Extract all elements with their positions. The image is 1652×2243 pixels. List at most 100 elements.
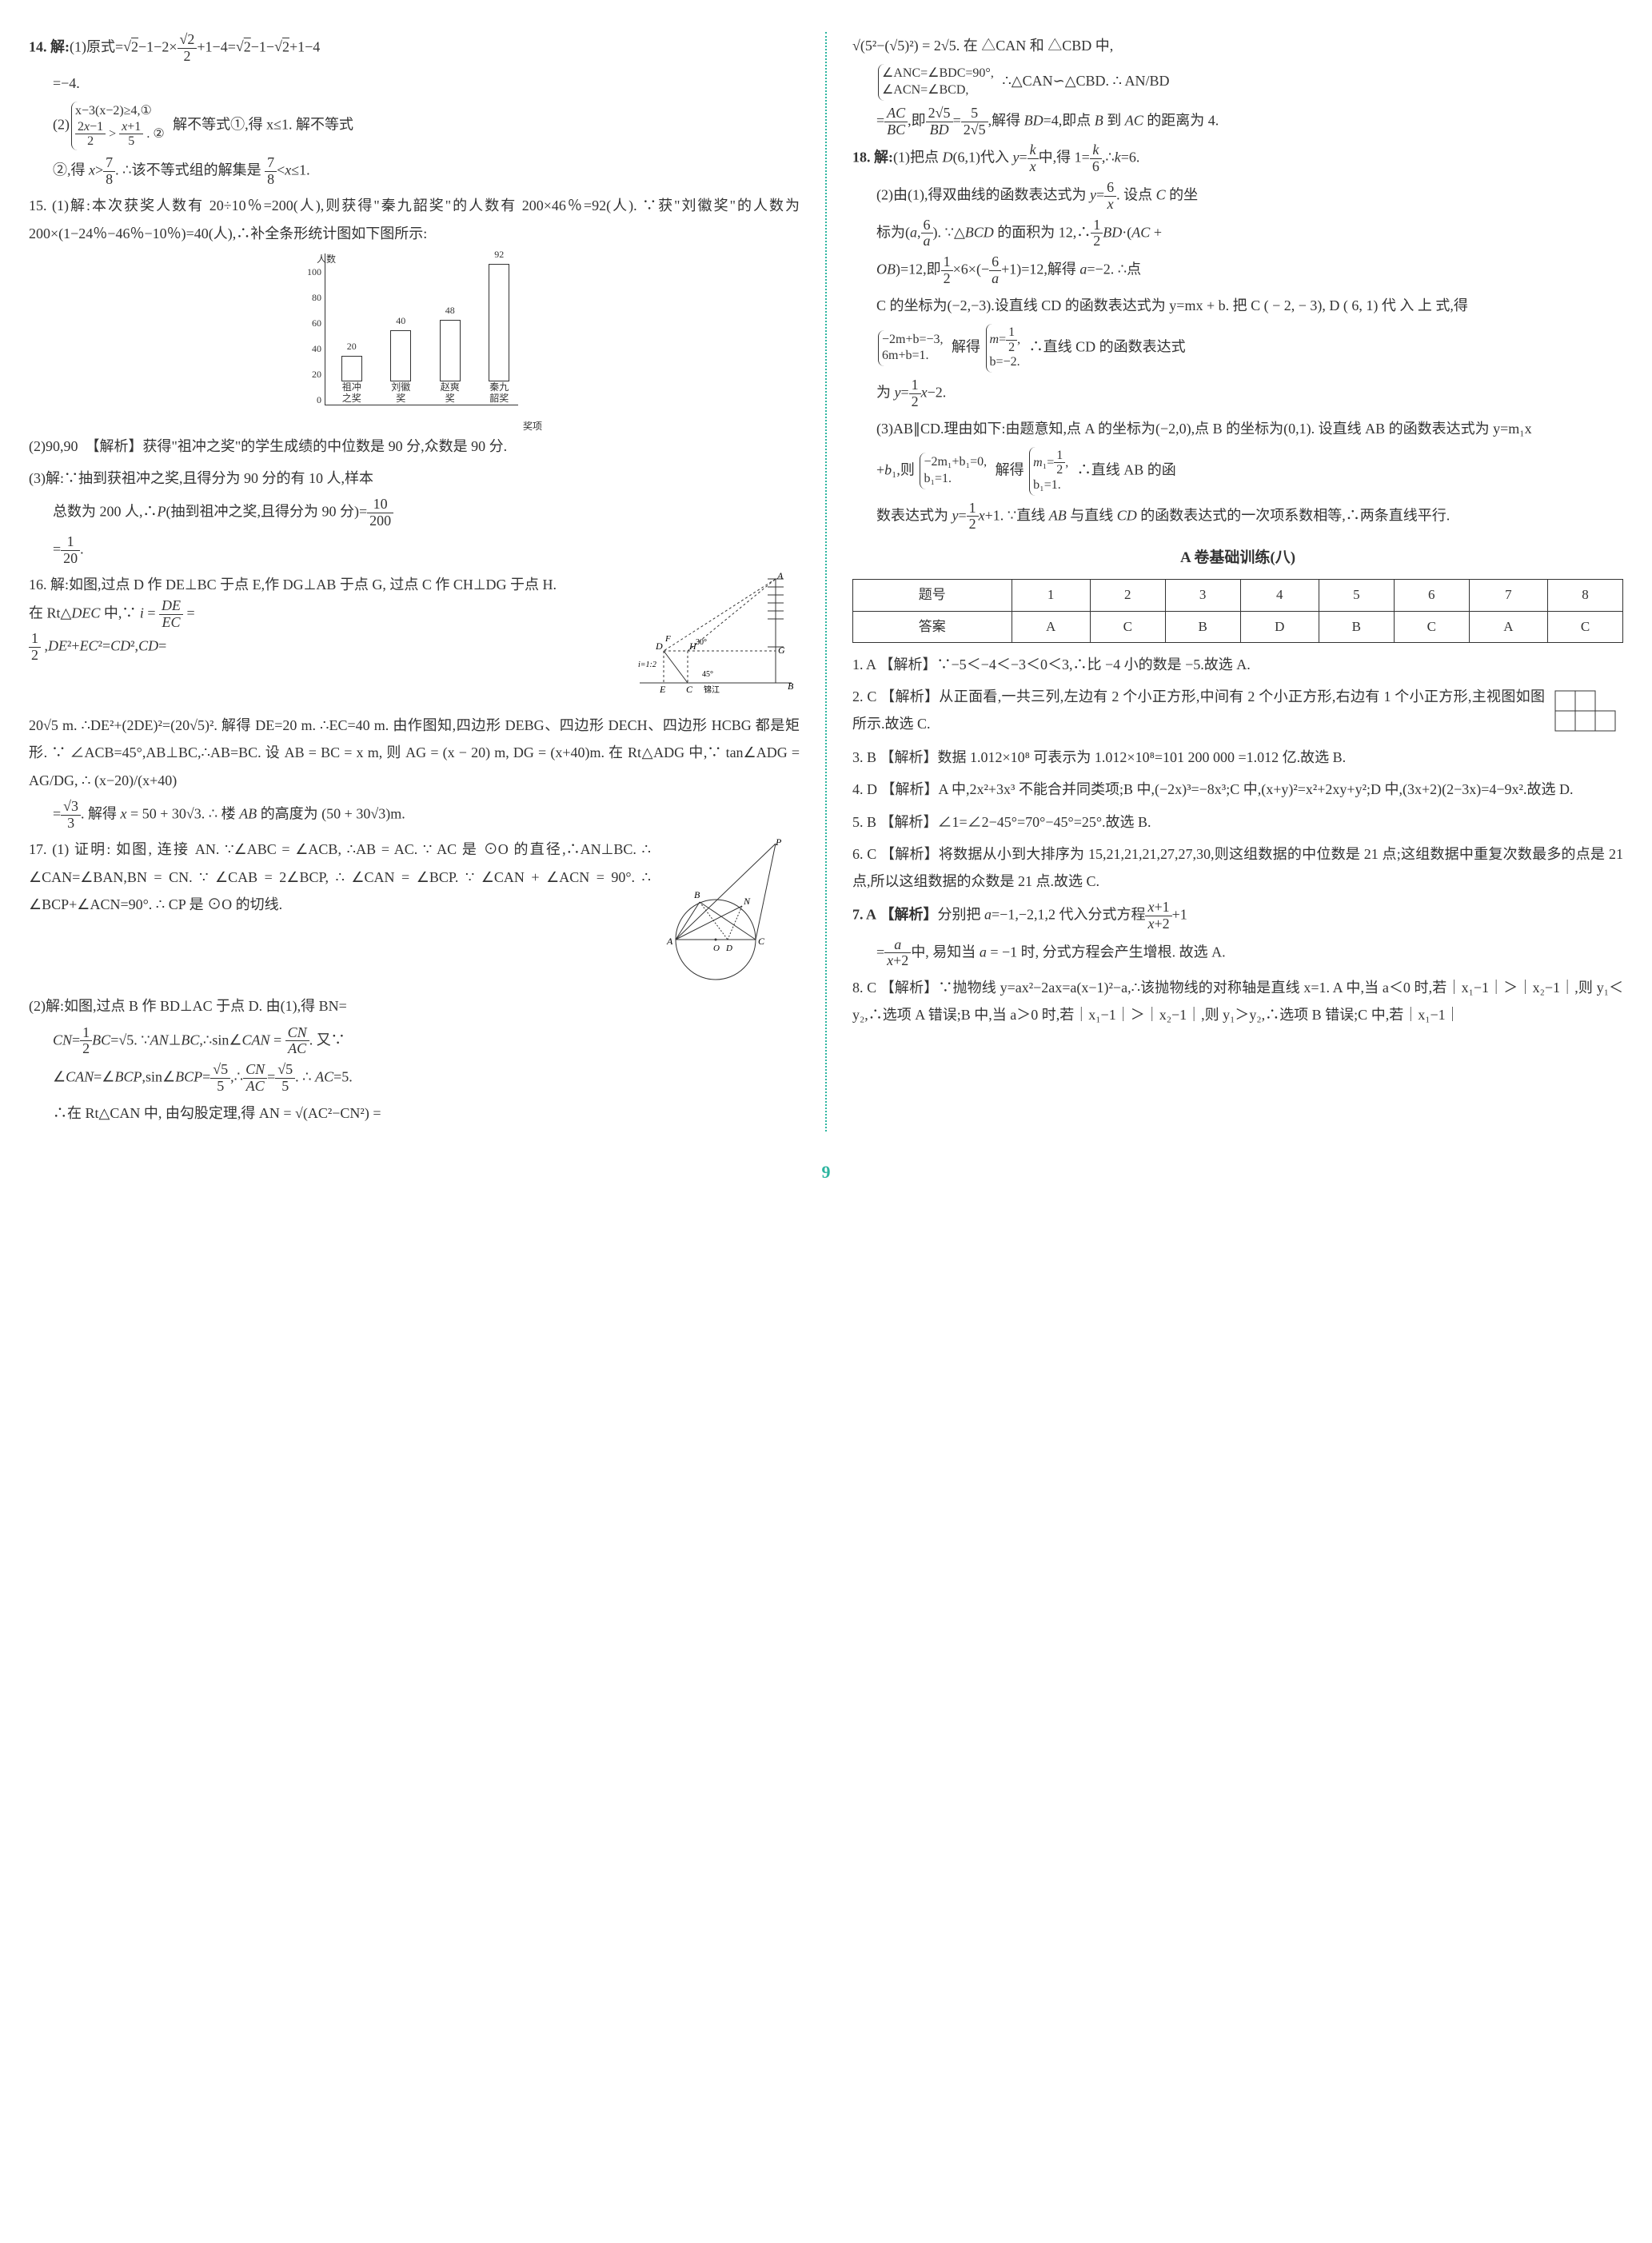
- table-cell: A: [1012, 611, 1090, 642]
- ans-4: 4. D 【解析】A 中,2x²+3x³ 不能合并同类项;B 中,(−2x)³=…: [852, 776, 1623, 803]
- svg-text:45°: 45°: [702, 670, 713, 679]
- q18-2c: OB)=12,即12×6×(−6a+1)=12,解得 a=−2. ∴点: [852, 254, 1623, 287]
- sys-line: −2m+b=−3,: [882, 332, 944, 349]
- q14-1b: =−4.: [29, 70, 800, 97]
- chart-xlabel: 奖项: [523, 417, 542, 436]
- svg-text:锦江: 锦江: [704, 684, 720, 695]
- table-header-cell: 3: [1165, 580, 1240, 611]
- table-header-cell: 8: [1547, 580, 1622, 611]
- ans2-text: 2. C 【解析】从正面看,一共三列,左边有 2 个小正方形,中间有 2 个小正…: [852, 688, 1545, 732]
- q17-b: (2)解:如图,过点 B 作 BD⊥AC 于点 D. 由(1),得 BN=: [29, 992, 800, 1020]
- chart-bar: 48赵爽奖: [431, 301, 469, 404]
- q17-h: =ACBC,即2√5BD=52√5,解得 BD=4,即点 B 到 AC 的距离为…: [852, 106, 1623, 138]
- q18-3sys: +b₁,则 −2m₁+b₁=0,b₁=1. 解得 m₁=12,b₁=1. ∴直线…: [852, 447, 1623, 496]
- ans-7b: =ax+2中, 易知当 a = −1 时, 分式方程会产生增根. 故选 A.: [852, 937, 1623, 970]
- cube-figure: [1551, 683, 1623, 739]
- txt: ∴直线 AB 的函: [1077, 461, 1176, 477]
- q17-f: √(5²−(√5)²) = 2√5. 在 △CAN 和 △CBD 中,: [852, 32, 1623, 59]
- q18-2g: 为 y=12x−2.: [852, 377, 1623, 410]
- q17-c: CN=12BC=√5. ∵AN⊥BC,∴sin∠CAN = CNAC. 又∵: [29, 1025, 800, 1058]
- q16-d: 20√5 m. ∴DE²+(2DE)²=(20√5)². 解得 DE=20 m.…: [29, 712, 800, 794]
- svg-text:C: C: [686, 684, 693, 695]
- table-cell: C: [1394, 611, 1469, 642]
- ans-5: 5. B 【解析】∠1=∠2−45°=70°−45°=25°.故选 B.: [852, 808, 1623, 836]
- table-cell: 答案: [853, 611, 1012, 642]
- q16-e: =√33. 解得 x = 50 + 30√3. ∴ 楼 AB 的高度为 (50 …: [29, 799, 800, 832]
- sys-line: b₁=1.: [924, 471, 987, 488]
- ans-2: 2. C 【解析】从正面看,一共三列,左边有 2 个小正方形,中间有 2 个小正…: [852, 683, 1623, 739]
- ans-6: 6. C 【解析】将数据从小到大排序为 15,21,21,21,27,27,30…: [852, 840, 1623, 895]
- q15-1: 15. (1)解:本次获奖人数有 20÷10％=200(人),则获得"秦九韶奖"…: [29, 192, 800, 246]
- chart-bar: 40刘徽奖: [382, 312, 421, 405]
- column-divider: [825, 32, 827, 1131]
- q18-1: 18. 解:(1)把点 D(6,1)代入 y=kx中,得 1=k6,∴k=6.: [852, 142, 1623, 175]
- q18-3e: 数表达式为 y=12x+1. ∵直线 AB 与直线 CD 的函数表达式的一次项系…: [852, 501, 1623, 533]
- table-header-cell: 5: [1319, 580, 1394, 611]
- section-title: A 卷基础训练(八): [852, 544, 1623, 573]
- q16-text-a: 16. 解:如图,过点 D 作 DE⊥BC 于点 E,作 DG⊥AB 于点 G,…: [29, 577, 557, 593]
- ans-8: 8. C 【解析】∵抛物线 y=ax²−2ax=a(x−1)²−a,∴该抛物线的…: [852, 974, 1623, 1028]
- svg-text:G: G: [778, 645, 785, 656]
- table-cell: D: [1240, 611, 1319, 642]
- q17-1: A C B P N O D 17. (1) 证明: 如图, 连接 AN. ∵∠A…: [29, 836, 800, 988]
- table-cell: C: [1547, 611, 1622, 642]
- chart-bar: 92秦九韶奖: [481, 245, 519, 405]
- q17-e: ∴在 Rt△CAN 中, 由勾股定理,得 AN = √(AC²−CN²) =: [29, 1100, 800, 1127]
- table-header-cell: 6: [1394, 580, 1469, 611]
- svg-text:O: O: [713, 944, 720, 953]
- q18-2sys: −2m+b=−3,6m+b=1. 解得 m=12,b=−2. ∴直线 CD 的函…: [852, 324, 1623, 373]
- table-header-cell: 2: [1090, 580, 1165, 611]
- svg-text:N: N: [743, 896, 751, 907]
- answer-table: 题号12345678 答案ACBDBCAC: [852, 579, 1623, 643]
- svg-text:A: A: [776, 571, 784, 581]
- q14-2: (2)x−3(x−2)≥4,①2x−12 > x+15 . ② 解不等式①,得 …: [29, 102, 800, 150]
- q15-3c: =120.: [29, 534, 800, 567]
- q15-3b: 总数为 200 人,∴P(抽到祖冲之奖,且得分为 90 分)=10200: [29, 497, 800, 529]
- q17-text-a: 17. (1) 证明: 如图, 连接 AN. ∵∠ABC = ∠ACB, ∴AB…: [29, 841, 651, 912]
- q18-2d: C 的坐标为(−2,−3).设直线 CD 的函数表达式为 y=mx + b. 把…: [852, 292, 1623, 319]
- svg-text:C: C: [758, 936, 765, 947]
- ans-3: 3. B 【解析】数据 1.012×10⁸ 可表示为 1.012×10⁸=101…: [852, 744, 1623, 771]
- ans-1: 1. A 【解析】∵−5＜−4＜−3＜0＜3,∴比 −4 小的数是 −5.故选 …: [852, 651, 1623, 678]
- table-cell: C: [1090, 611, 1165, 642]
- table-cell: B: [1319, 611, 1394, 642]
- q18-3a: (3)AB∥CD.理由如下:由题意知,点 A 的坐标为(−2,0),点 B 的坐…: [852, 415, 1623, 442]
- sys-line: −2m₁+b₁=0,: [924, 454, 987, 471]
- table-header-cell: 4: [1240, 580, 1319, 611]
- q14-2b: ②,得 x>78. ∴该不等式组的解集是 78<x≤1.: [29, 155, 800, 188]
- q15-3a: (3)解:∵抽到获祖冲之奖,且得分为 90 分的有 10 人,样本: [29, 465, 800, 492]
- table-cell: A: [1469, 611, 1547, 642]
- page-number: 9: [29, 1155, 1623, 1189]
- geometry-figure-16: A B C D E G H F 30° 45° i=1:2 锦江: [632, 571, 800, 707]
- sys-line: b₁=1.: [1033, 477, 1068, 494]
- table-header-cell: 7: [1469, 580, 1547, 611]
- svg-text:i=1:2: i=1:2: [638, 661, 656, 669]
- svg-text:B: B: [694, 889, 700, 900]
- svg-text:A: A: [666, 936, 673, 947]
- circle-figure-17: A C B P N O D: [656, 836, 800, 988]
- sys-line: ∠ACN=∠BCD,: [882, 82, 994, 99]
- svg-text:D: D: [655, 641, 663, 652]
- svg-text:E: E: [659, 684, 666, 695]
- q17-sys: ∠ANC=∠BDC=90°,∠ACN=∠BCD, ∴△CAN∽△CBD. ∴ A…: [852, 64, 1623, 101]
- q16: A B C D E G H F 30° 45° i=1:2 锦江 16. 解:如…: [29, 571, 800, 707]
- sys-line: ∠ANC=∠BDC=90°,: [882, 66, 994, 82]
- txt: 解得: [996, 461, 1024, 477]
- table-header-cell: 1: [1012, 580, 1090, 611]
- sys-line: x−3(x−2)≥4,①: [75, 103, 165, 120]
- svg-text:30°: 30°: [696, 638, 707, 647]
- svg-text:B: B: [788, 680, 794, 692]
- table-cell: B: [1165, 611, 1240, 642]
- q14-1: 14. 解:(1)原式=2−1−2×√22+1−4=2−1−2+1−4: [29, 32, 800, 65]
- txt: 解得: [952, 339, 980, 355]
- ans-7: 7. A 【解析】分别把 a=−1,−2,1,2 代入分式方程x+1x+2+1: [852, 900, 1623, 932]
- q14-2-text: 解不等式①,得 x≤1. 解不等式: [173, 116, 353, 132]
- txt: ∴直线 CD 的函数表达式: [1029, 339, 1186, 355]
- q15-2: (2)90,90 【解析】获得"祖冲之奖"的学生成绩的中位数是 90 分,众数是…: [29, 433, 800, 460]
- q17-g: ∴△CAN∽△CBD. ∴ AN/BD: [1002, 73, 1169, 89]
- svg-text:P: P: [775, 836, 782, 848]
- bar-chart: 人数 100 80 60 40 20 0 20祖冲之奖40刘徽奖48赵爽奖92秦…: [294, 253, 534, 429]
- sys-line: b=−2.: [990, 354, 1021, 371]
- q18-2b: 标为(a,6a). ∵△BCD 的面积为 12,∴12BD·(AC +: [852, 218, 1623, 250]
- q17-d: ∠CAN=∠BCP,sin∠BCP=√55,∴CNAC=√55. ∴ AC=5.: [29, 1062, 800, 1095]
